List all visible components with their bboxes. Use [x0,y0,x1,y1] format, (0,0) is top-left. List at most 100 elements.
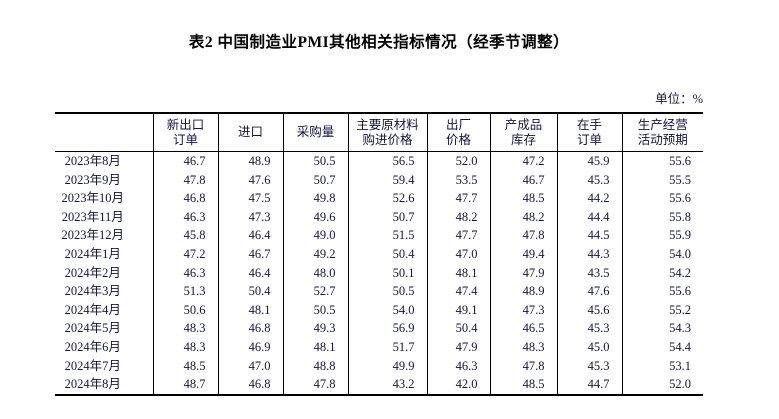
table-cell: 50.7 [347,207,427,227]
table-cell: 43.5 [556,263,622,283]
table-cell: 47.2 [489,151,557,171]
row-month-label: 2024年1月 [64,246,121,261]
column-header-line: 库存 [510,132,536,147]
table-cell: 44.3 [556,244,622,264]
row-month-label: 2023年12月 [61,228,124,243]
table-row: 2024年6月 48.3 46.9 48.1 51.7 47.9 48.3 45.0 54.4 [55,337,703,357]
table-cell: 47.3 [489,300,557,320]
table-cell: 50.1 [347,263,427,283]
table-cell: 48.1 [282,337,348,357]
table-cell: 48.2 [489,207,557,227]
table-cell: 46.7 [217,244,283,264]
table-cell: 54.0 [621,244,703,264]
table-cell: 47.8 [282,375,348,395]
row-month-label: 2024年6月 [64,339,121,354]
table-cell: 50.7 [282,170,348,190]
table-cell: 50.5 [282,300,348,320]
column-header-line: 主要原材料 [356,117,419,132]
unit-label: 单位：% [655,92,703,106]
row-month-label: 2024年8月 [64,377,121,392]
table-cell: 45.9 [556,151,622,171]
column-header-3: 主要原材料 购进价格 [347,113,427,152]
column-header-line: 生产经营 [637,117,688,132]
column-header-line: 订单 [172,132,198,147]
table-cell: 56.9 [347,319,427,338]
column-header-1: 进口 [217,113,283,152]
table-row: 2024年1月 47.2 46.7 49.2 50.4 47.0 49.4 44.3 54.0 [55,244,703,264]
table-cell: 50.5 [347,282,427,301]
table-cell: 43.2 [347,375,427,395]
table-cell: 48.1 [217,300,283,320]
table-cell: 49.4 [489,244,557,264]
table-cell: 47.6 [556,282,622,301]
table-cell: 47.5 [217,189,283,208]
header-row: 新出口 订单 进口 采购量 主要原材料 购进价格 出厂 价格 产成品 库存 在手 订单 生产经营 活动预期 [55,113,703,152]
table-row: 2023年8月 46.7 48.9 50.5 56.5 52.0 47.2 45.9 55.6 [55,151,703,171]
column-header-4: 出厂 价格 [426,113,490,152]
table-cell: 54.4 [621,337,703,357]
table-cell: 46.9 [217,337,283,357]
column-header-line: 新出口 [166,117,205,132]
table-cell: 48.1 [426,263,490,283]
table-cell: 46.7 [152,151,218,171]
table-cell: 42.0 [426,375,490,395]
table-cell: 52.6 [347,189,427,208]
table-cell: 45.3 [556,319,622,338]
table-cell: 44.7 [556,375,622,395]
table-cell: 50.5 [282,151,348,171]
table-cell: 46.3 [152,263,218,283]
table-cell: 47.6 [217,170,283,190]
column-header-line: 购进价格 [362,132,413,147]
table-cell: 46.8 [217,319,283,338]
table-cell: 56.5 [347,151,427,171]
row-month-label: 2023年8月 [64,154,121,168]
table-cell: 45.3 [556,170,622,190]
table-cell: 46.4 [217,226,283,245]
table-cell: 47.8 [489,226,557,245]
table-row: 2024年5月 48.3 46.8 49.3 56.9 50.4 46.5 45.3 54.3 [55,319,703,338]
table-cell: 44.2 [556,189,622,208]
table-row: 2023年11月 46.3 47.3 49.6 50.7 48.2 48.2 44.4 55.8 [55,207,703,227]
table-cell: 48.5 [152,356,218,376]
table-cell: 48.7 [152,375,218,395]
page-title: 表2 中国制造业PMI其他相关指标情况（经季节调整） [188,34,570,51]
table-row: 2024年7月 48.5 47.0 48.8 49.9 46.3 47.8 45.3 53.1 [55,356,703,376]
table-cell: 48.8 [282,356,348,376]
table-cell: 47.0 [426,244,490,264]
pmi-indicators-table: 新出口 订单 进口 采购量 主要原材料 购进价格 出厂 价格 产成品 库存 在手 订单 生产经营 活动预期… [55,112,703,396]
table-cell: 55.6 [621,189,703,208]
table-cell: 49.2 [282,244,348,264]
row-month-label: 2024年4月 [64,302,121,317]
table-cell: 53.5 [426,170,490,190]
table-cell: 47.2 [152,244,218,264]
table-cell: 48.0 [282,263,348,283]
table-cell: 54.2 [621,263,703,283]
table-cell: 46.8 [217,375,283,395]
table-cell: 48.3 [489,337,557,357]
table-cell: 48.3 [152,337,218,357]
row-month-label: 2023年10月 [61,191,124,206]
table-cell: 46.3 [426,356,490,376]
table-cell: 52.7 [282,282,348,301]
table-cell: 47.3 [217,207,283,227]
table-cell: 52.0 [621,375,703,395]
table-cell: 54.0 [347,300,427,320]
column-header-line: 出厂 [445,117,471,132]
column-header-5: 产成品 库存 [489,113,557,152]
row-month-label: 2024年5月 [64,321,121,336]
table-cell: 45.3 [556,356,622,376]
column-header-2: 采购量 [282,113,348,152]
table-row: 2024年3月 51.3 50.4 52.7 50.5 47.4 48.9 47.6 55.6 [55,282,703,301]
table-cell: 49.9 [347,356,427,376]
table-cell: 48.2 [426,207,490,227]
table-row: 2024年2月 46.3 46.4 48.0 50.1 48.1 47.9 43.5 54.2 [55,263,703,283]
table-cell: 50.4 [426,319,490,338]
table-cell: 48.3 [152,319,218,338]
table-cell: 50.6 [152,300,218,320]
table-cell: 55.5 [621,170,703,190]
table-cell: 55.2 [621,300,703,320]
column-header-line: 采购量 [296,125,335,139]
table-cell: 49.3 [282,319,348,338]
table-cell: 50.4 [217,282,283,301]
table-cell: 53.1 [621,356,703,376]
